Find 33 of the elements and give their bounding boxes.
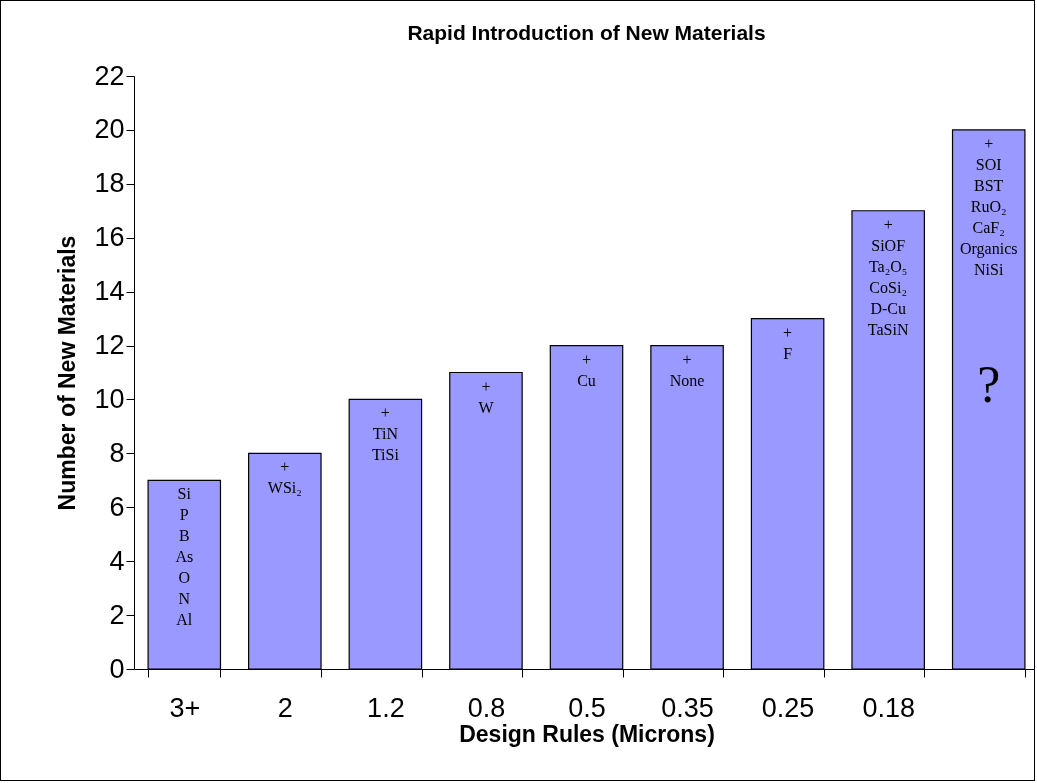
y-tick-label: 8 <box>109 437 125 468</box>
annotation: + Cu <box>577 350 596 389</box>
y-tick-label: 12 <box>94 330 125 361</box>
x-tick-label: 0.5 <box>568 692 606 723</box>
y-axis-title: Number of New Materials <box>54 235 81 511</box>
y-tick-label: 20 <box>94 114 125 145</box>
annotation: + SiOF Ta₂O₅ CoSi₂ D-Cu TaSiN <box>867 215 909 338</box>
annotation: + None <box>669 350 705 389</box>
y-tick-label: 10 <box>94 383 125 414</box>
annotation: + SOI BST RuO₂ CaF₂ Organics NiSi <box>959 134 1018 278</box>
x-tick-label: 0.35 <box>661 692 714 723</box>
x-tick-label: 1.2 <box>367 692 405 723</box>
y-tick-label: 14 <box>94 276 125 307</box>
y-tick-label: 6 <box>109 491 125 522</box>
y-tick-label: 22 <box>94 60 125 91</box>
x-tick-label: 3+ <box>169 692 201 723</box>
x-tick-label: 0.8 <box>467 692 506 723</box>
annotation: Si P B As O N Al <box>175 485 194 629</box>
x-axis-title: Design Rules (Microns) <box>459 720 715 747</box>
x-tick-label: 2 <box>277 692 293 723</box>
y-tick-label: 2 <box>109 599 125 630</box>
chart-title: Rapid Introduction of New Materials <box>407 21 766 44</box>
y-tick-label: 0 <box>109 653 125 684</box>
annotation: + TiN TiSi <box>371 404 400 464</box>
annotation: + F <box>783 323 793 362</box>
annotation: + WSi₂ <box>267 458 302 497</box>
annotation: + W <box>478 377 495 416</box>
x-tick-label: 0.18 <box>862 692 915 723</box>
y-tick-label: 4 <box>109 545 125 576</box>
y-tick-label: 16 <box>94 222 125 253</box>
y-tick-label: 18 <box>94 168 125 199</box>
x-tick-label: 0.25 <box>761 692 815 723</box>
annotation: ? <box>977 356 1001 413</box>
